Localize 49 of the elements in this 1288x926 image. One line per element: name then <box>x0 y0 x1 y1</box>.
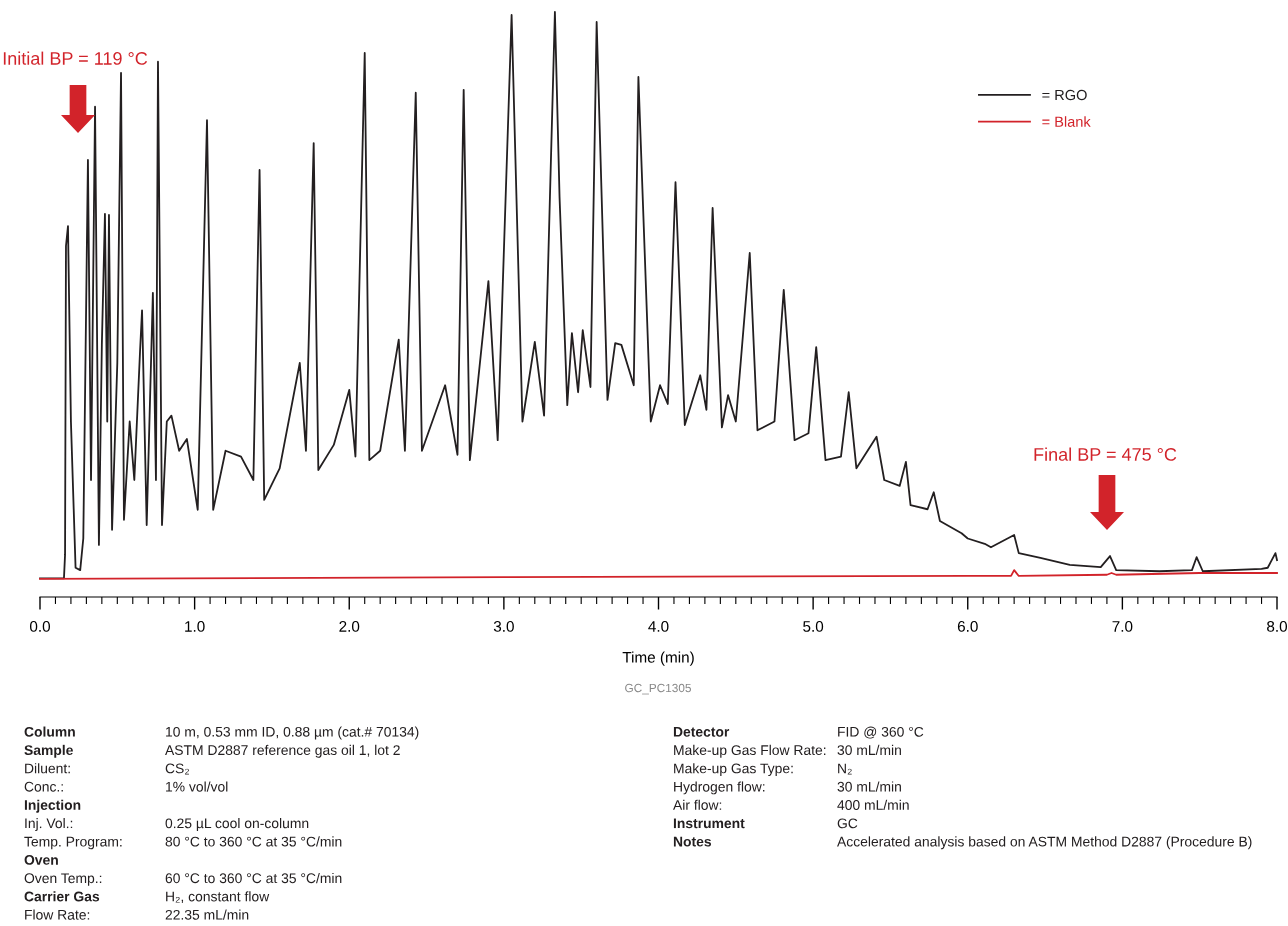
text: H₂, constant flow <box>166 891 270 904</box>
text: Injection <box>24 799 81 813</box>
x-tick-label: 8.0 <box>1267 621 1288 632</box>
text: Make-up Gas Flow Rate: <box>674 744 826 758</box>
annotation: Final BP = 475 °C <box>1034 447 1177 461</box>
x-tick-label: 2.0 <box>339 621 360 632</box>
text: Sample <box>24 744 73 758</box>
text: FID @ 360 °C <box>838 726 924 739</box>
text: Temp. Program: <box>24 836 122 850</box>
text: 30 mL/min <box>837 781 901 792</box>
text: Conc.: <box>24 781 63 792</box>
text: Hydrogen flow: <box>674 781 765 795</box>
x-tick-label: 1.0 <box>185 621 205 632</box>
x-tick-label: 7.0 <box>1112 621 1133 632</box>
annotation: Initial BP = 119 °C <box>3 51 148 65</box>
text: ASTM D2887 reference gas oil 1, lot 2 <box>165 744 400 758</box>
text: Accelerated analysis based on ASTM Method D2887 (Procedure B) <box>837 836 1252 850</box>
text: 22.35 mL/min <box>165 909 249 920</box>
x-tick-label: 3.0 <box>493 621 514 632</box>
text: Carrier Gas <box>24 891 100 902</box>
text: 0.25 µL cool on-column <box>165 818 309 831</box>
text: Oven <box>24 854 58 865</box>
text: Column <box>24 726 75 737</box>
text: 400 mL/min <box>837 799 909 810</box>
x-tick-label: 4.0 <box>648 621 669 632</box>
text: GC <box>837 818 858 829</box>
text: Oven Temp.: <box>24 873 102 886</box>
text: Detector <box>673 727 730 737</box>
text: 10 m, 0.53 mm ID, 0.88 µm (cat.# 70134) <box>166 726 419 740</box>
x-tick-label: 0.0 <box>29 621 51 632</box>
text: CS₂ <box>165 763 189 775</box>
x-tick-label: 6.0 <box>957 621 978 632</box>
text: Notes <box>673 836 712 847</box>
text: Instrument <box>673 818 745 829</box>
text: 60 °C to 360 °C at 35 °C/min <box>165 872 342 884</box>
text: Air flow: <box>673 799 722 810</box>
x-axis-title: Time (min) <box>622 651 694 666</box>
legend-label: = RGO <box>1042 89 1087 101</box>
legend-label: = Blank <box>1042 116 1091 127</box>
text: Diluent: <box>25 763 70 774</box>
text: Make-up Gas Type: <box>674 763 793 777</box>
x-tick-label: 5.0 <box>803 621 824 632</box>
text: 1% vol/vol <box>166 781 228 792</box>
text: Flow Rate: <box>25 909 90 920</box>
text: N₂ <box>838 763 852 775</box>
text: GC_PC1305 <box>625 683 691 695</box>
text: Inj. Vol.: <box>25 818 73 831</box>
text: 80 °C to 360 °C at 35 °C/min <box>165 836 342 847</box>
text: 30 mL/min <box>837 744 901 756</box>
